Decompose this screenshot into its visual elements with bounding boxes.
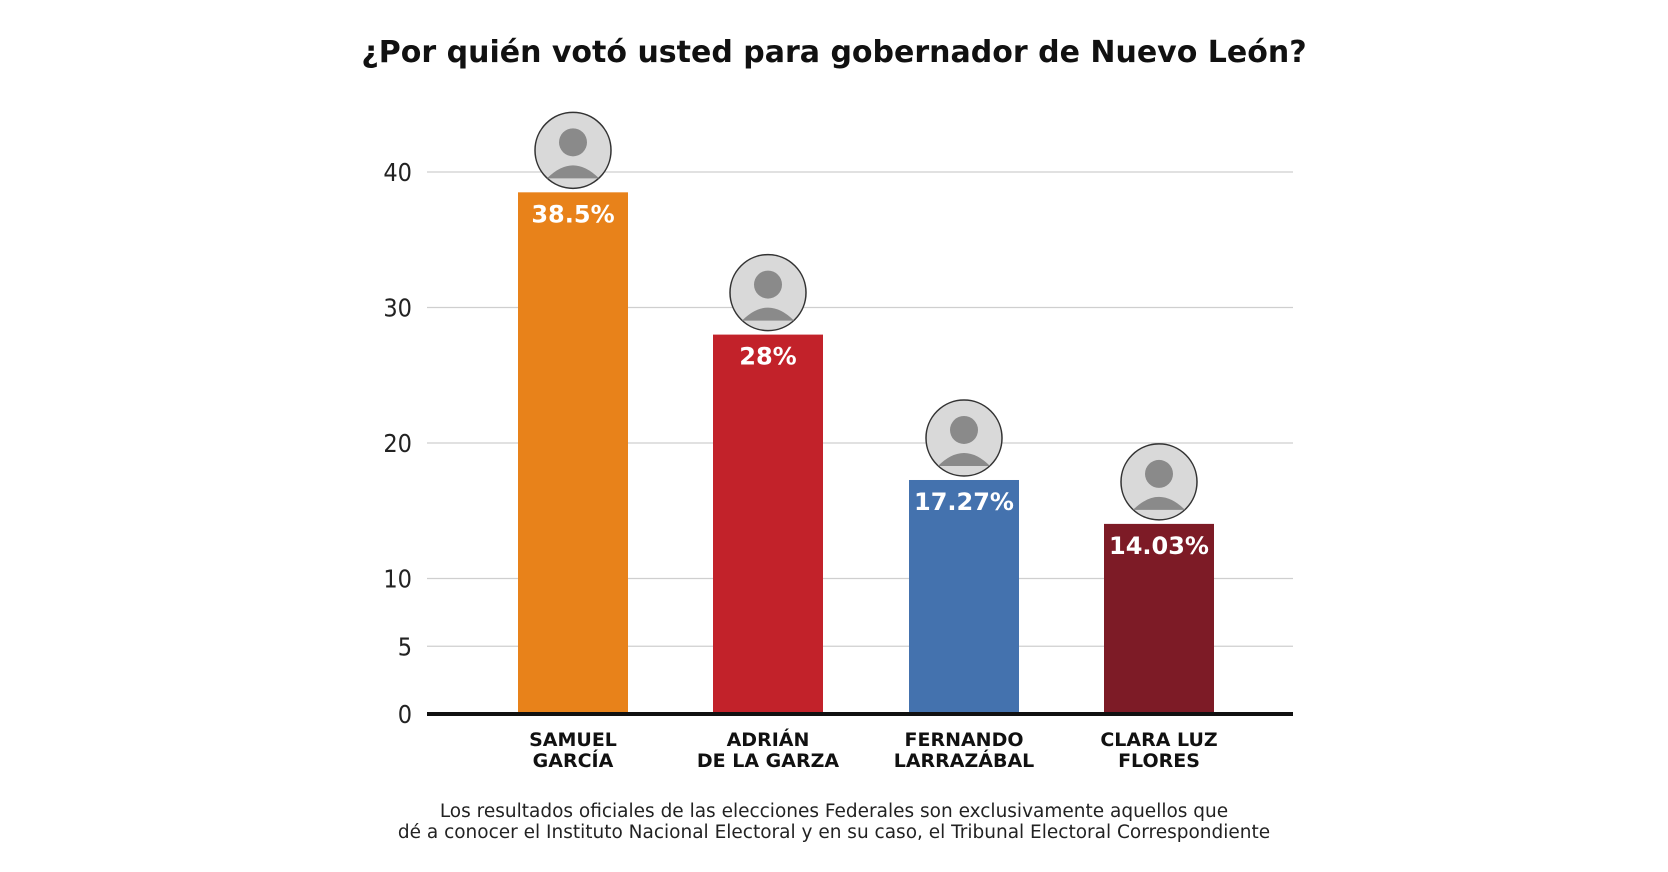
- bar: [909, 479, 1019, 714]
- footnote-line-2: dé a conocer el Instituto Nacional Elect…: [398, 822, 1270, 843]
- category-label: FERNANDO: [904, 729, 1023, 751]
- y-tick-label: 40: [383, 158, 412, 187]
- bar-value-label: 38.5%: [531, 200, 614, 228]
- category-label: GARCÍA: [533, 749, 614, 772]
- candidate-photo-icon: [729, 253, 807, 332]
- bar: [713, 334, 823, 714]
- bar-value-label: 14.03%: [1109, 532, 1209, 560]
- chart-title: ¿Por quién votó usted para gobernador de…: [361, 35, 1306, 70]
- category-label: SAMUEL: [529, 729, 617, 751]
- y-tick-label: 30: [383, 294, 412, 323]
- category-label: LARRAZÁBAL: [894, 749, 1035, 772]
- y-tick-label: 10: [383, 565, 412, 594]
- category-label: FLORES: [1118, 750, 1200, 772]
- bars: 38.5% 28% 17.27% 14.03%: [518, 111, 1214, 714]
- y-tick-label: 20: [383, 429, 412, 458]
- candidate-photo-icon: [1120, 443, 1198, 521]
- bar-value-label: 28%: [739, 343, 796, 371]
- y-tick-label: 5: [398, 632, 412, 661]
- y-tick-label: 0: [398, 700, 412, 729]
- bar: [518, 192, 628, 714]
- footnote-line-1: Los resultados oficiales de las eleccion…: [440, 801, 1228, 822]
- category-label: CLARA LUZ: [1100, 729, 1217, 751]
- bar-value-label: 17.27%: [914, 488, 1014, 516]
- candidate-photo-icon: [534, 111, 612, 190]
- category-label: DE LA GARZA: [697, 750, 839, 772]
- category-label: ADRIÁN: [727, 728, 810, 751]
- candidate-photo-icon: [925, 399, 1003, 477]
- bar: [1104, 523, 1214, 714]
